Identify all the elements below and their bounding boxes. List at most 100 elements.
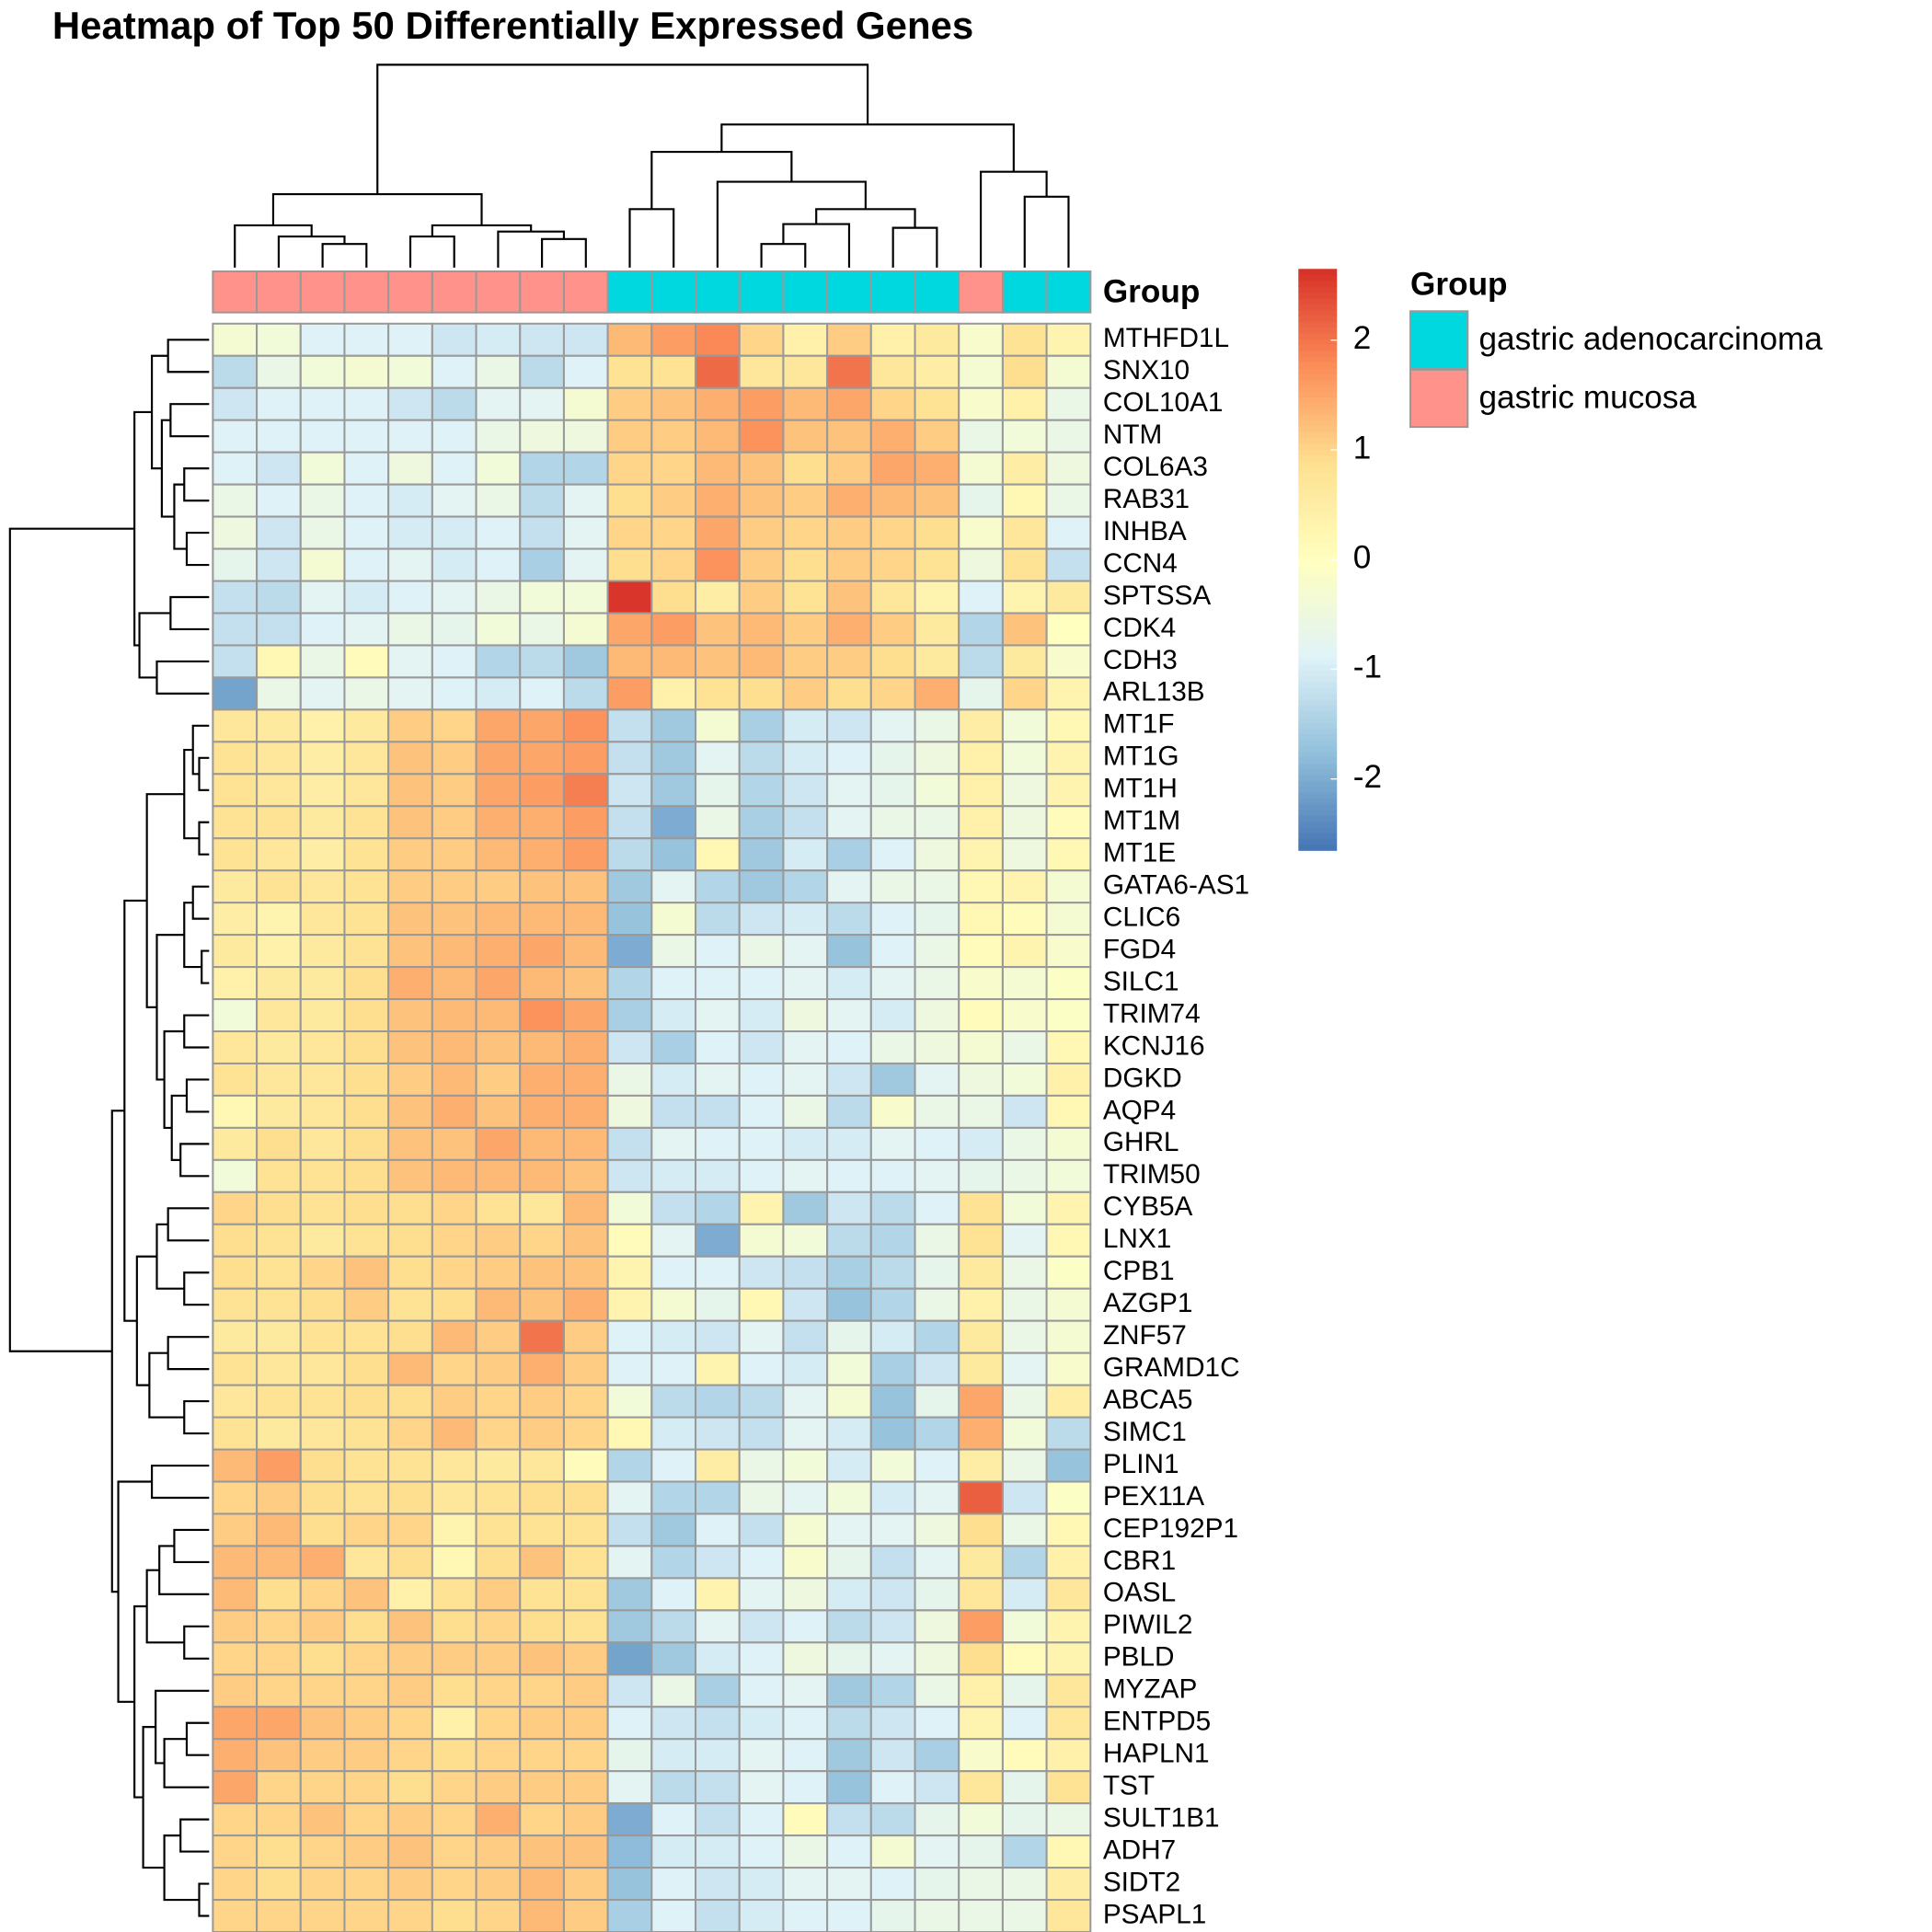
heat-cell [212,1641,259,1676]
heat-cell [212,1416,259,1451]
heat-cell [519,1834,565,1869]
heat-cell [869,773,916,808]
heat-cell [519,1319,565,1354]
heat-cell [431,1255,477,1290]
heat-cell [826,1384,872,1419]
heat-cell [826,966,872,1001]
heat-cell [431,1448,477,1483]
heat-cell [387,322,433,357]
heat-cell [256,1255,302,1290]
row-dendrogram-branch [198,821,210,856]
heat-cell [1045,805,1092,840]
heat-cell [782,1641,829,1676]
heat-cell [782,1577,829,1612]
colorbar-step [1298,379,1338,386]
heat-cell [431,419,477,454]
row-dendrogram-branch [183,467,210,502]
heat-cell [256,966,302,1001]
heat-cell [1045,1351,1092,1386]
heat-cell [650,1609,697,1644]
heat-cell [958,1416,1004,1451]
heat-cell [695,1158,741,1193]
heat-cell [650,708,697,743]
heat-cell [343,966,390,1001]
heat-cell [782,1126,829,1161]
heat-cell [695,773,741,808]
heat-cell [606,580,653,615]
colorbar-step [1298,710,1338,718]
heat-cell [1001,1706,1048,1741]
heat-cell [782,1480,829,1515]
heat-cell [958,966,1004,1001]
heat-cell [1045,1706,1092,1741]
heat-cell [519,1094,565,1129]
heat-cell [475,1416,522,1451]
row-dendrogram-branch [145,1569,185,1644]
heat-cell [650,1287,697,1322]
heat-cell [695,708,741,743]
heat-cell [958,612,1004,647]
heat-cell [256,741,302,776]
heat-cell [387,1738,433,1773]
heat-cell [256,386,302,421]
heat-cell [256,1126,302,1161]
annotation-cell [695,270,741,314]
heat-cell [826,1609,872,1644]
annotation-cell [343,270,390,314]
row-label: AZGP1 [1103,1288,1193,1318]
heat-cell [387,419,433,454]
heat-cell [606,902,653,937]
heat-cell [1045,580,1092,615]
heat-cell [562,966,609,1001]
colorbar-step [1298,269,1338,276]
heat-cell [958,1706,1004,1741]
heat-cell [958,1351,1004,1386]
heat-cell [1045,1190,1092,1225]
heat-cell [256,934,302,969]
legend-swatch [1409,310,1469,370]
colorbar-step [1298,304,1338,311]
heat-cell [475,1706,522,1741]
heat-cell [869,1802,916,1837]
heat-cell [914,934,960,969]
heat-cell [958,1319,1004,1354]
heat-cell [695,1190,741,1225]
heat-cell [958,934,1004,969]
heat-cell [387,1609,433,1644]
heat-cell [869,1867,916,1902]
colorbar-step [1298,339,1338,346]
heat-cell [782,676,829,711]
row-label: SPTSSA [1103,581,1212,611]
heat-cell [914,1126,960,1161]
heat-cell [650,1223,697,1258]
heat-cell [299,515,346,550]
heat-cell [299,612,346,647]
heat-cell [562,1770,609,1805]
heat-cell [256,451,302,486]
heat-cell [1045,1094,1092,1129]
heat-cell [1001,1480,1048,1515]
heat-cell [519,1351,565,1386]
heat-cell [782,1545,829,1580]
heat-cell [695,1351,741,1386]
heat-cell [1001,1158,1048,1193]
heat-cell [212,1223,259,1258]
heat-cell [738,1899,785,1932]
colorbar-step [1298,716,1338,723]
colorbar-step [1298,292,1338,299]
heat-cell [914,837,960,872]
colorbar-step [1298,652,1338,660]
colorbar-step [1298,489,1338,497]
heat-cell [782,805,829,840]
heat-cell [738,1190,785,1225]
row-label: COL6A3 [1103,452,1208,482]
heat-cell [475,515,522,550]
heat-cell [869,1738,916,1773]
heat-cell [519,1190,565,1225]
heat-cell [914,1738,960,1773]
legend-label: gastric adenocarcinoma [1478,321,1823,357]
heat-cell [562,612,609,647]
row-dendrogram-branch [198,756,210,791]
heat-cell [1001,998,1048,1033]
row-dendrogram-branch [183,1625,210,1660]
